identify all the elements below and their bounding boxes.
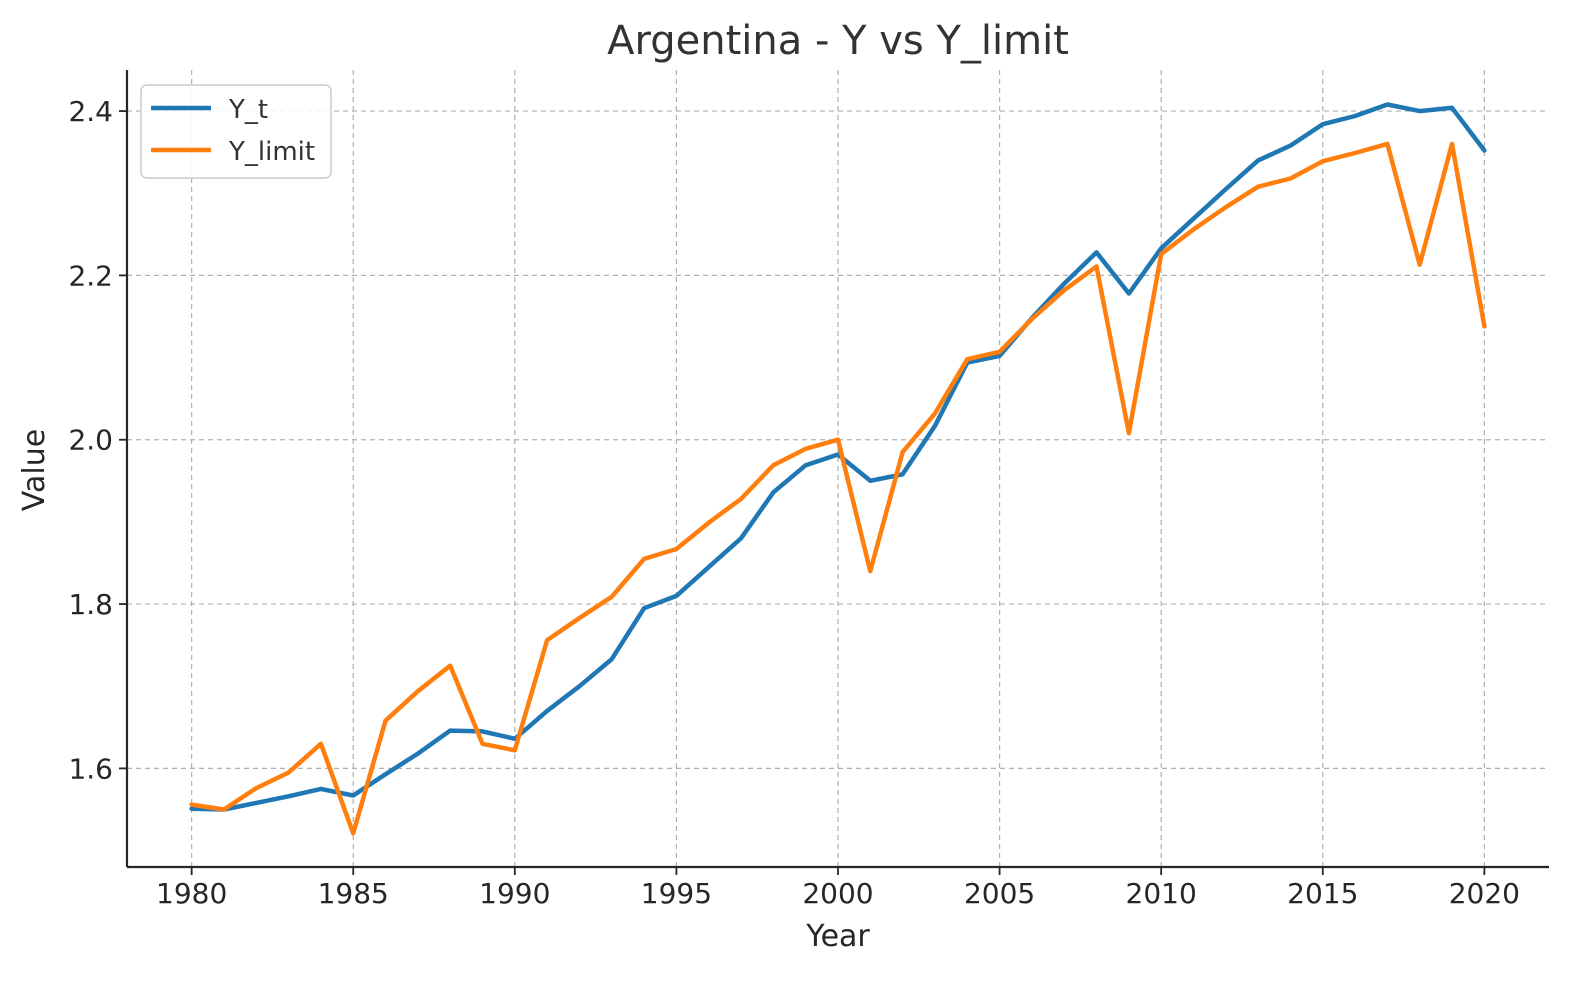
y-tick-label: 2.0 bbox=[68, 424, 113, 457]
x-tick-label: 2010 bbox=[1126, 877, 1197, 910]
legend-label-y-limit: Y_limit bbox=[228, 137, 315, 167]
y-tick-label: 2.4 bbox=[68, 95, 113, 128]
series-line-y-t bbox=[189, 102, 1487, 812]
x-tick-label: 1995 bbox=[641, 877, 712, 910]
x-tick-label: 1980 bbox=[156, 877, 227, 910]
y-tick-label: 1.6 bbox=[68, 752, 113, 785]
x-tick-label: 2020 bbox=[1449, 877, 1520, 910]
y-tick-label: 2.2 bbox=[68, 259, 113, 292]
x-tick-label: 2000 bbox=[802, 877, 873, 910]
x-tick-label: 2015 bbox=[1287, 877, 1358, 910]
x-axis-label: Year bbox=[805, 919, 870, 954]
y-axis-label: Value bbox=[17, 429, 52, 511]
x-tick-label: 1990 bbox=[479, 877, 550, 910]
legend: Y_t Y_limit bbox=[140, 84, 332, 179]
chart-title: Argentina - Y vs Y_limit bbox=[607, 18, 1069, 64]
x-tick-label: 2005 bbox=[964, 877, 1035, 910]
gridlines bbox=[127, 70, 1549, 867]
series-line-y-limit bbox=[189, 141, 1487, 836]
x-tick-label: 1985 bbox=[318, 877, 389, 910]
legend-label-y-t: Y_t bbox=[228, 95, 268, 125]
tick-labels: 1980 1985 1990 1995 2000 2005 2010 2015 2020 1.6 1… bbox=[68, 95, 1520, 910]
y-tick-label: 1.8 bbox=[68, 588, 113, 621]
series-lines bbox=[189, 102, 1487, 836]
